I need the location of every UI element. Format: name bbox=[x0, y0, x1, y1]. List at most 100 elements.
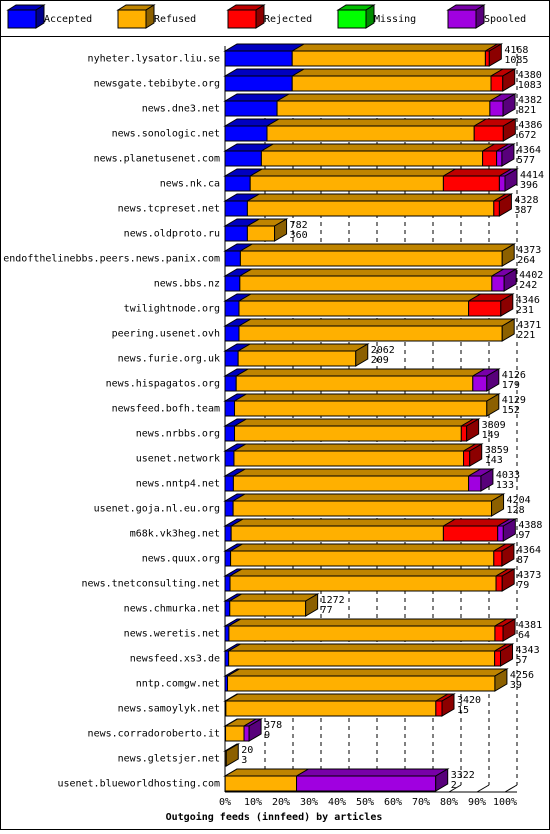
bar-segment bbox=[225, 601, 230, 616]
bar-top bbox=[228, 669, 507, 676]
category-label: usenet.goja.nl.eu.org bbox=[94, 504, 220, 515]
accepted-label: 242 bbox=[519, 280, 537, 291]
category-label: usenet.blueworldhosting.com bbox=[57, 779, 220, 790]
category-label: twilightnode.org bbox=[124, 304, 220, 315]
accepted-label: 149 bbox=[482, 430, 500, 441]
bar-segment bbox=[443, 176, 499, 191]
bar-segment bbox=[225, 626, 229, 641]
bar-segment bbox=[261, 151, 482, 166]
accepted-label: 1083 bbox=[518, 80, 542, 91]
tick-mark bbox=[477, 785, 489, 792]
bar-segment bbox=[239, 326, 502, 341]
bar-top bbox=[238, 344, 368, 351]
legend-label: Refused bbox=[154, 14, 196, 25]
accepted-label: 264 bbox=[517, 255, 535, 266]
bar-segment bbox=[297, 776, 436, 791]
legend-label: Rejected bbox=[264, 14, 312, 25]
accepted-label: 39 bbox=[510, 680, 522, 691]
accepted-label: 77 bbox=[321, 605, 333, 616]
bar-segment bbox=[247, 226, 274, 241]
category-label: newsgate.tebibyte.org bbox=[94, 79, 220, 90]
bar-segment bbox=[474, 126, 503, 141]
bar-segment bbox=[230, 576, 496, 591]
bar-top bbox=[239, 319, 514, 326]
bar-segment bbox=[225, 351, 238, 366]
bar-segment bbox=[240, 276, 492, 291]
bar-top bbox=[239, 294, 481, 301]
bar-segment bbox=[469, 301, 501, 316]
bar-segment bbox=[231, 551, 494, 566]
category-label: news.quux.org bbox=[142, 554, 220, 565]
bar-segment bbox=[230, 601, 306, 616]
bar-segment bbox=[491, 76, 503, 91]
x-tick-label: 100% bbox=[493, 797, 517, 808]
x-tick-label: 0% bbox=[219, 797, 231, 808]
x-tick-label: 10% bbox=[244, 797, 262, 808]
accepted-label: 396 bbox=[520, 180, 538, 191]
bar-segment bbox=[225, 101, 277, 116]
chart-title: Outgoing feeds (innfeed) by articles bbox=[166, 811, 383, 823]
bar-segment bbox=[225, 76, 292, 91]
bar-segment bbox=[225, 226, 247, 241]
bar-segment bbox=[234, 451, 464, 466]
bar-top bbox=[233, 494, 503, 501]
bar-segment bbox=[225, 376, 236, 391]
legend-swatch bbox=[118, 10, 146, 28]
bar-top bbox=[267, 119, 486, 126]
bar-top bbox=[229, 619, 507, 626]
bar-segment bbox=[231, 526, 443, 541]
legend-label: Missing bbox=[374, 14, 416, 25]
bar-top bbox=[230, 569, 508, 576]
category-label: news.tcpreset.net bbox=[118, 204, 220, 215]
bar-segment bbox=[225, 151, 261, 166]
bar-segment bbox=[225, 401, 235, 416]
bar-segment bbox=[238, 351, 356, 366]
bar-segment bbox=[225, 126, 267, 141]
category-label: nntp.comgw.net bbox=[136, 679, 220, 690]
accepted-label: 9 bbox=[264, 730, 270, 741]
category-label: news.corradoroberto.it bbox=[88, 729, 220, 740]
category-label: news.bbs.nz bbox=[154, 279, 220, 290]
bar-top bbox=[235, 419, 474, 426]
category-label: news.nrbbs.org bbox=[136, 429, 220, 440]
bar-segment bbox=[483, 151, 497, 166]
accepted-label: 3 bbox=[241, 755, 247, 766]
bar-segment bbox=[225, 426, 235, 441]
x-tick-label: 20% bbox=[272, 797, 290, 808]
bar-segment bbox=[464, 451, 470, 466]
category-label: news.nk.ca bbox=[160, 179, 220, 190]
bar-top bbox=[234, 444, 476, 451]
accepted-label: 79 bbox=[517, 580, 529, 591]
bar-segment bbox=[240, 251, 502, 266]
accepted-label: 133 bbox=[496, 480, 514, 491]
legend-label: Accepted bbox=[44, 14, 92, 25]
bar-segment bbox=[233, 501, 491, 516]
category-label: news.chmurka.net bbox=[124, 604, 220, 615]
bar-segment bbox=[228, 676, 495, 691]
bar-top bbox=[225, 69, 304, 76]
bar-top bbox=[225, 44, 304, 51]
category-label: nyheter.lysator.liu.se bbox=[88, 54, 220, 65]
category-label: news.samoylyk.net bbox=[118, 704, 220, 715]
accepted-label: 15 bbox=[457, 705, 469, 716]
bar-side bbox=[226, 744, 238, 766]
x-tick-label: 50% bbox=[356, 797, 374, 808]
bar-segment bbox=[490, 101, 503, 116]
accepted-label: 209 bbox=[371, 355, 389, 366]
category-label: endofthelinebbs.peers.news.panix.com bbox=[3, 254, 220, 265]
bars bbox=[225, 44, 517, 791]
bar-segment bbox=[497, 151, 502, 166]
category-label: usenet.network bbox=[136, 454, 220, 465]
x-tick-label: 40% bbox=[328, 797, 346, 808]
legend-swatch bbox=[228, 10, 256, 28]
bar-segment bbox=[225, 176, 250, 191]
category-label: newsfeed.bofh.team bbox=[112, 404, 220, 415]
bar-segment bbox=[292, 51, 485, 66]
bar-top bbox=[247, 194, 505, 201]
bar-segment bbox=[495, 651, 501, 666]
category-label: news.weretis.net bbox=[124, 629, 220, 640]
bar-top bbox=[226, 694, 448, 701]
bar-segment bbox=[225, 776, 296, 791]
accepted-label: 97 bbox=[518, 530, 530, 541]
